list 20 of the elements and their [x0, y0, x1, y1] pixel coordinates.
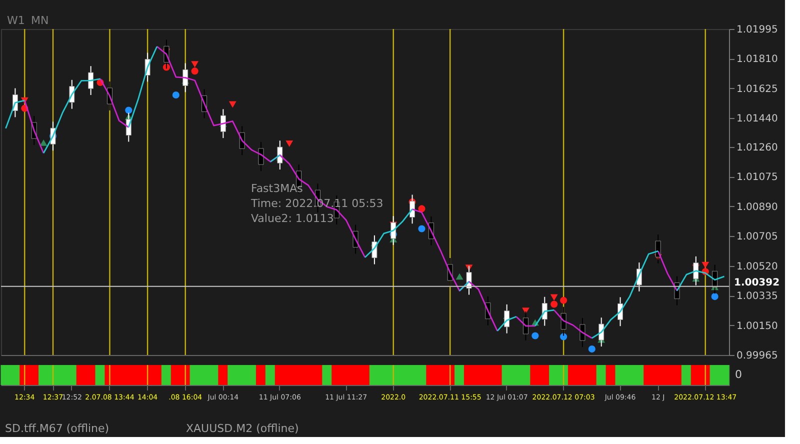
y-tick-label: 1.01810 [736, 54, 778, 66]
y-tick-label: 1.00890 [736, 202, 778, 213]
y-tick-label: 1.01625 [736, 84, 778, 95]
text: XAUUSD.M2 (offline) [186, 422, 299, 435]
annotation: Fast3MAs [251, 182, 304, 195]
y-tick-label: 1.01440 [736, 114, 778, 125]
y-tick-label: 1.01995 [736, 24, 778, 36]
text: SD.tff.M67 (offline) [5, 422, 110, 435]
y-tick-label: 0.99965 [736, 350, 778, 362]
y-tick-label: 1.00705 [736, 232, 778, 243]
y-tick-label: 1.00335 [736, 291, 778, 302]
text: W1 [7, 14, 25, 27]
y-tick-label: 1.00520 [736, 261, 778, 272]
text: MN [31, 14, 49, 27]
y-tick-label: 1.01075 [736, 172, 778, 184]
annotation: Value2: 1.0113 [251, 212, 334, 225]
y-tick-label: 1.01260 [736, 142, 778, 154]
ref-line-label: 1.00392 [734, 277, 780, 288]
y-tick-label: 1.00150 [736, 320, 778, 332]
text: 0 [735, 368, 742, 381]
